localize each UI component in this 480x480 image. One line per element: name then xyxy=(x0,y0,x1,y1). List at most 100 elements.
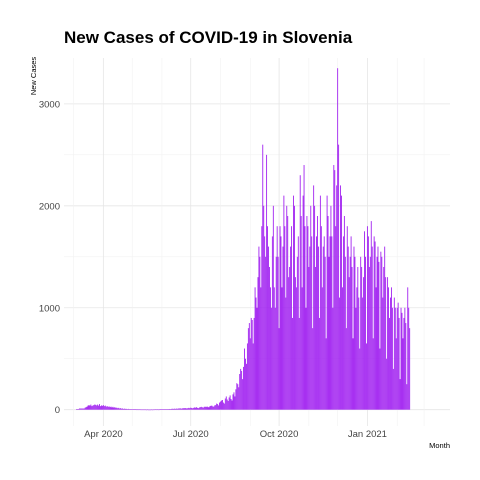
bar xyxy=(102,405,104,410)
bar xyxy=(101,405,103,410)
bar xyxy=(402,338,404,410)
bar xyxy=(177,408,179,410)
bar xyxy=(283,195,285,410)
bar xyxy=(251,319,253,410)
bar xyxy=(148,409,149,411)
bar xyxy=(246,363,247,410)
bar xyxy=(309,246,311,410)
bar xyxy=(182,408,184,410)
bar xyxy=(328,256,330,410)
bar xyxy=(151,409,153,411)
bar xyxy=(211,405,213,410)
bar xyxy=(194,407,196,410)
bar xyxy=(273,287,275,410)
bar xyxy=(384,246,386,410)
bar xyxy=(202,407,204,410)
bar xyxy=(259,256,261,410)
bar xyxy=(260,287,262,410)
bar xyxy=(157,409,159,411)
bar xyxy=(81,408,83,410)
bar xyxy=(121,408,123,410)
bar xyxy=(406,384,408,410)
bar xyxy=(282,246,284,410)
y-tick-label: 0 xyxy=(55,405,60,416)
bar xyxy=(352,338,354,410)
bar xyxy=(257,277,259,410)
bar xyxy=(241,370,243,410)
bar xyxy=(141,409,143,411)
bar xyxy=(299,175,301,410)
bar xyxy=(125,408,127,410)
bar xyxy=(106,406,108,410)
bar xyxy=(373,236,375,410)
bar xyxy=(130,409,132,410)
bar xyxy=(277,256,279,410)
bar xyxy=(132,409,134,410)
bar xyxy=(188,407,190,410)
bar xyxy=(360,256,362,410)
bar xyxy=(265,256,267,410)
bar xyxy=(290,246,292,410)
bar xyxy=(189,408,191,410)
bar xyxy=(220,401,221,410)
bar xyxy=(366,226,368,410)
bar xyxy=(249,338,251,410)
bar xyxy=(108,406,110,410)
bar xyxy=(236,383,238,410)
bar xyxy=(390,297,391,410)
bar xyxy=(326,195,328,410)
bar xyxy=(195,407,196,410)
bar xyxy=(303,165,305,410)
bar xyxy=(250,317,252,410)
bar xyxy=(233,392,235,410)
bar xyxy=(139,409,141,410)
bar xyxy=(114,407,116,410)
bar xyxy=(180,408,182,410)
bar xyxy=(288,277,290,410)
bar xyxy=(173,408,174,410)
bar xyxy=(124,408,125,410)
bar xyxy=(289,266,291,410)
bar xyxy=(271,236,273,410)
bar xyxy=(292,317,293,410)
bar xyxy=(240,368,242,410)
bar xyxy=(311,236,313,410)
bar xyxy=(175,408,177,410)
bar xyxy=(341,195,342,410)
bar xyxy=(181,408,183,410)
bar xyxy=(409,328,411,410)
bar xyxy=(77,409,78,410)
bar xyxy=(324,256,326,410)
bar xyxy=(125,408,126,410)
bar xyxy=(318,246,319,410)
bar xyxy=(89,405,91,410)
bar xyxy=(153,409,155,411)
bar xyxy=(261,226,263,410)
y-tick-label: 1000 xyxy=(39,303,60,314)
bar xyxy=(306,216,308,410)
bar xyxy=(84,407,86,410)
bar xyxy=(112,406,114,410)
bar xyxy=(389,317,390,410)
bar xyxy=(322,246,324,410)
bar xyxy=(100,406,101,410)
bar xyxy=(145,409,147,411)
bar xyxy=(167,409,169,410)
bar xyxy=(296,256,298,410)
bar xyxy=(339,297,341,410)
x-tick-label: Apr 2020 xyxy=(84,429,123,440)
bar xyxy=(354,256,356,410)
bar xyxy=(197,407,198,410)
bar xyxy=(208,407,210,410)
bar xyxy=(197,408,199,410)
bar xyxy=(285,297,287,410)
bar xyxy=(174,408,176,410)
bar xyxy=(135,409,137,410)
bar xyxy=(342,287,343,410)
bar xyxy=(77,409,79,410)
bar xyxy=(363,277,365,410)
bar xyxy=(113,407,115,410)
bar xyxy=(168,409,170,410)
bar xyxy=(150,409,152,411)
bar xyxy=(345,328,347,410)
